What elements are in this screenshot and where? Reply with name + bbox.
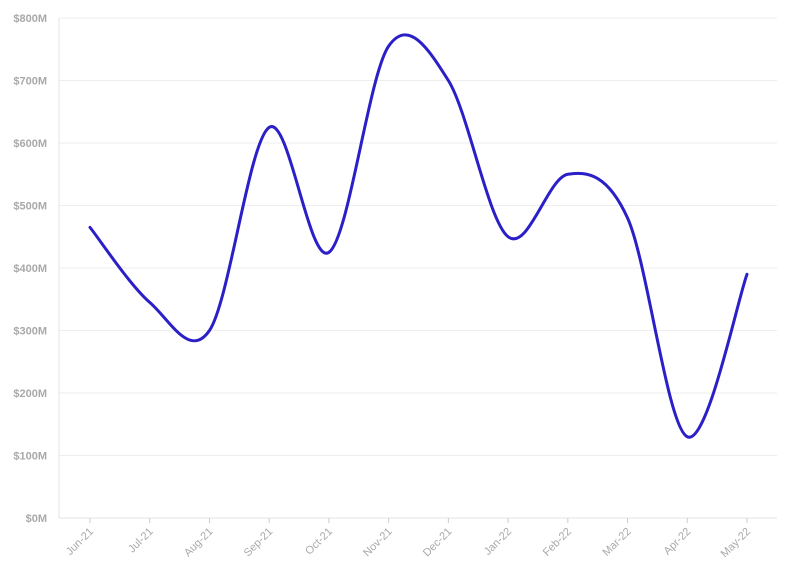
- y-tick-label: $700M: [13, 76, 47, 88]
- data-point: [387, 44, 391, 48]
- data-point: [148, 300, 152, 304]
- y-tick-label: $800M: [13, 13, 47, 25]
- x-tick-label: Jul-21: [126, 526, 156, 556]
- data-point: [267, 125, 271, 129]
- x-tick-label: Feb-22: [541, 526, 574, 559]
- x-tick-label: May-22: [719, 526, 753, 560]
- data-point: [566, 172, 570, 176]
- data-point: [446, 79, 450, 83]
- x-tick-label: Dec-21: [421, 526, 455, 560]
- x-tick-label: Sep-21: [242, 526, 276, 560]
- x-axis: Jun-21 Jul-21 Aug-21 Sep-21 Oct-21 Nov-21 Dec-…: [64, 518, 753, 560]
- x-tick-label: Apr-22: [662, 526, 694, 558]
- x-tick-label: Mar-22: [601, 526, 634, 559]
- y-axis-tick-labels: $0M $100M $200M $300M $400M $500M $600M $700M $8…: [13, 13, 47, 525]
- x-tick-label: Jun-21: [64, 526, 96, 558]
- x-tick-label: Oct-21: [303, 526, 335, 558]
- gridlines: [58, 17, 777, 519]
- y-tick-label: $100M: [13, 451, 47, 463]
- data-point: [626, 216, 630, 220]
- y-tick-label: $200M: [13, 388, 47, 400]
- y-tick-label: $300M: [13, 326, 47, 338]
- data-point: [506, 235, 510, 239]
- series-line: [88, 33, 749, 439]
- x-tick-label: Jan-22: [482, 526, 514, 558]
- y-tick-label: $0M: [26, 513, 47, 525]
- data-point: [685, 435, 689, 439]
- x-tick-label: Aug-21: [182, 526, 216, 560]
- series-layer: [88, 33, 749, 439]
- data-point: [207, 329, 211, 333]
- y-tick-label: $600M: [13, 138, 47, 150]
- data-point: [745, 272, 749, 276]
- x-tick-label: Nov-21: [361, 526, 395, 560]
- y-tick-label: $400M: [13, 263, 47, 275]
- data-point: [88, 225, 92, 229]
- data-point: [327, 250, 331, 254]
- y-tick-label: $500M: [13, 201, 47, 213]
